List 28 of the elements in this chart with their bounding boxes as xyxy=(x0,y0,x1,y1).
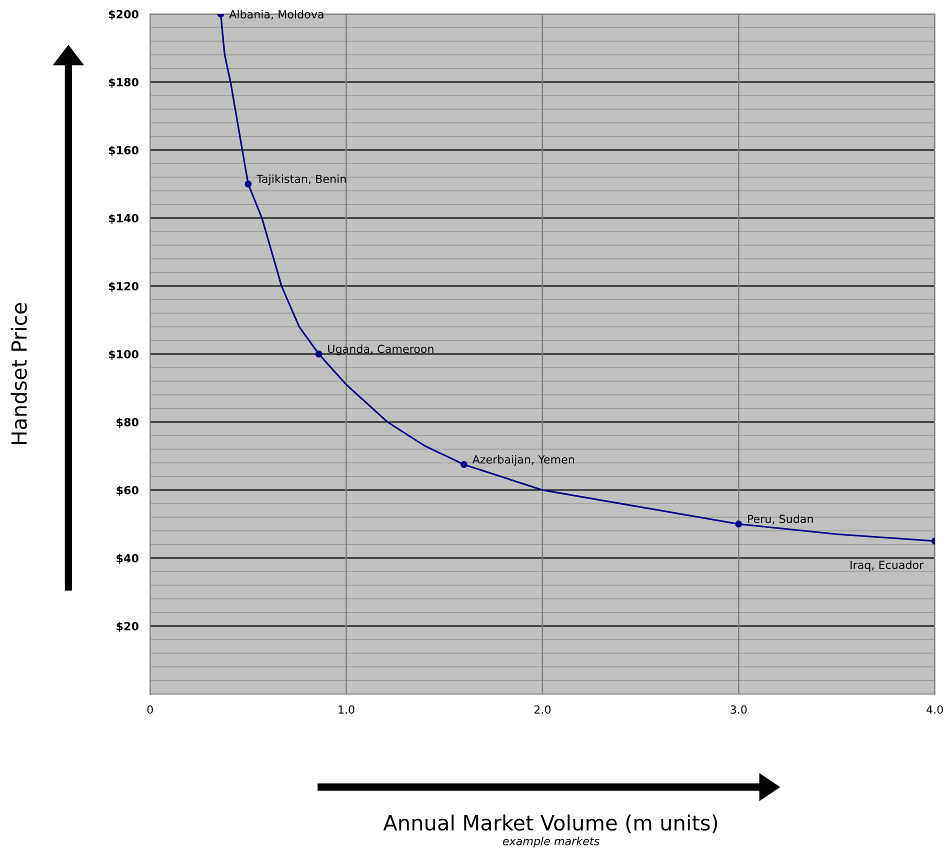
x-axis-title: Annual Market Volume (m units) xyxy=(383,814,718,834)
annotation: Uganda, Cameroon xyxy=(328,344,434,356)
y-tick-label: $200 xyxy=(108,10,138,20)
y-axis-title: Handset Price xyxy=(10,303,27,444)
point xyxy=(244,180,252,188)
y-tick-label: $140 xyxy=(108,214,138,224)
text: example markets xyxy=(502,836,600,848)
annotation: Tajikistan, Benin xyxy=(256,174,346,186)
y-tick-label: $160 xyxy=(108,146,138,156)
point xyxy=(315,350,322,358)
y-tick-label: $20 xyxy=(116,622,138,632)
x-tick-label: 3.0 xyxy=(730,705,747,714)
x-tick-label: 2.0 xyxy=(534,705,551,714)
y-tick-label: $40 xyxy=(116,554,138,564)
point xyxy=(460,461,468,468)
x-tick-label: 0 xyxy=(147,705,153,714)
y-tick-label: $80 xyxy=(116,418,138,428)
annotation: Azerbaijan, Yemen xyxy=(472,454,574,466)
y-tick-label: $180 xyxy=(108,78,138,88)
point xyxy=(735,520,742,528)
x-tick-label: 1.0 xyxy=(338,705,354,714)
y-tick-label: $100 xyxy=(108,350,138,360)
y-tick-label: $60 xyxy=(116,486,138,496)
annotation: Peru, Sudan xyxy=(748,514,813,524)
y-tick-label: $120 xyxy=(108,282,138,292)
annotation: Albania, Moldova xyxy=(229,10,324,20)
annotation: Iraq, Ecuador xyxy=(850,560,924,572)
x-tick-label: 4.0 xyxy=(926,705,943,714)
